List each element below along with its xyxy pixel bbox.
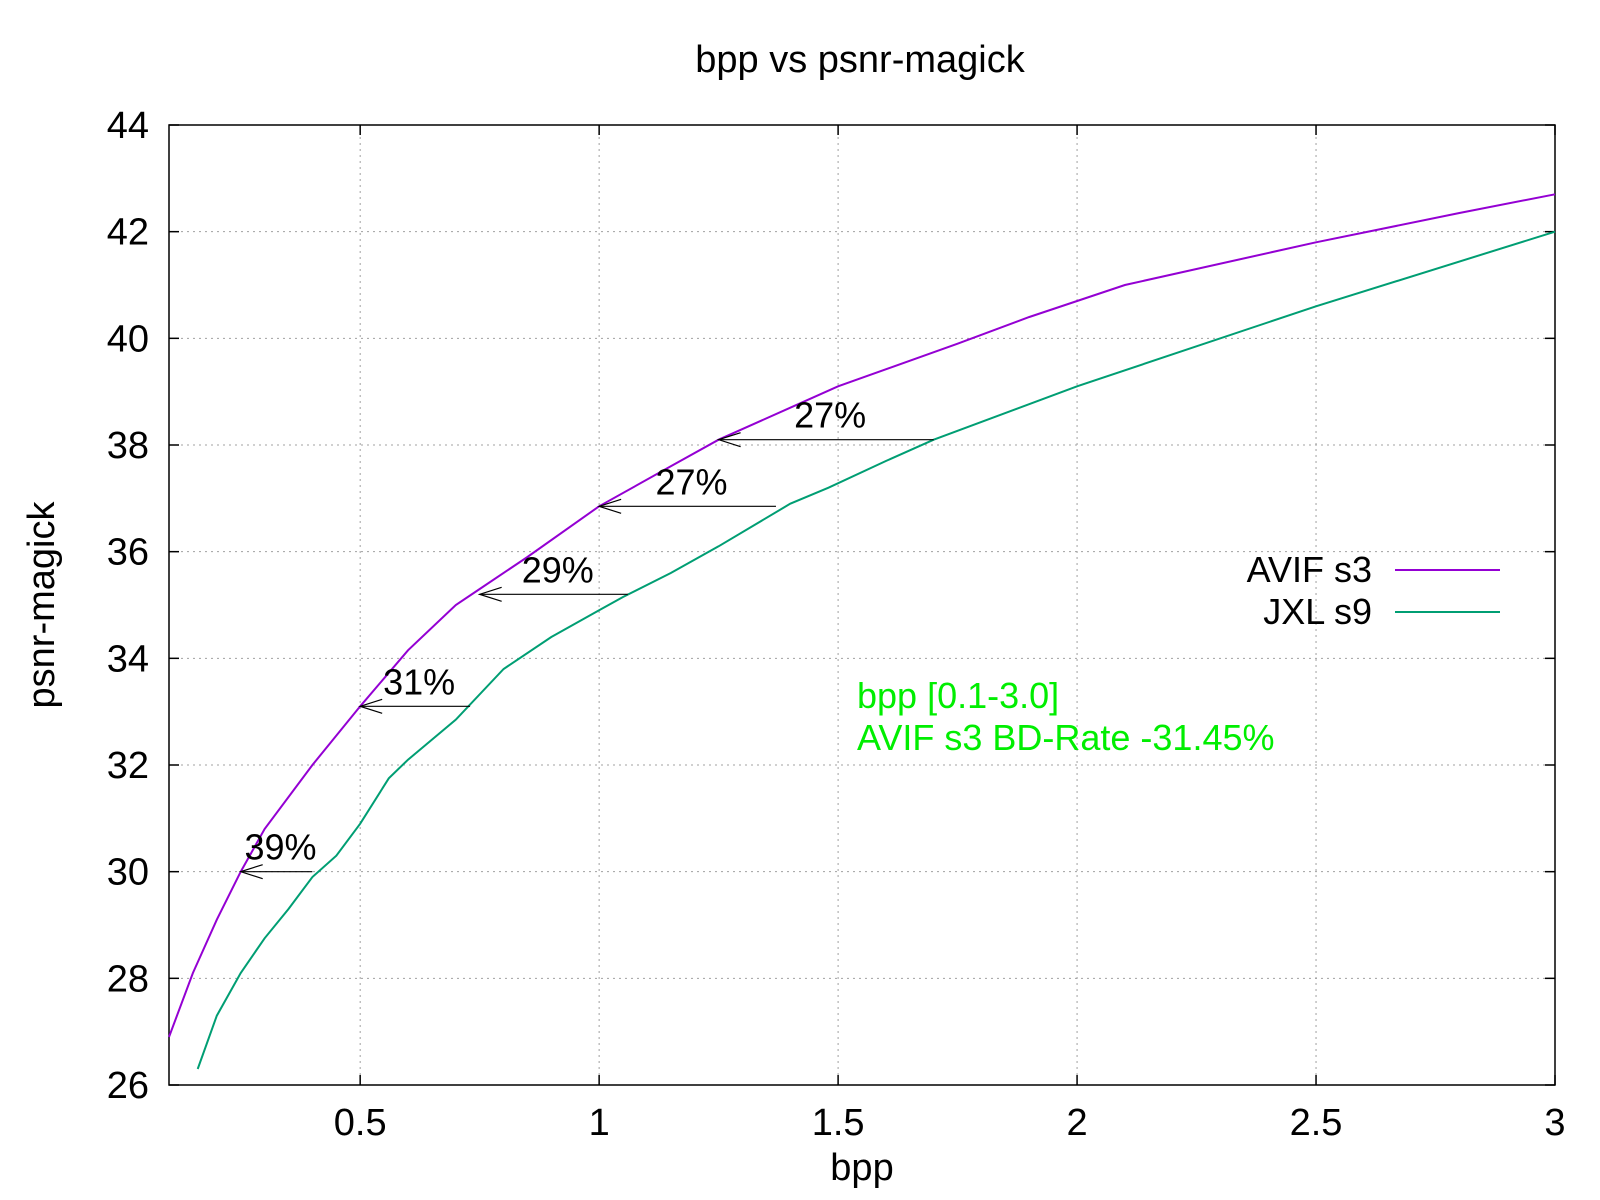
y-tick-label: 40 (107, 318, 149, 360)
legend-label: AVIF s3 (1247, 549, 1372, 590)
axis-ticks: 0.5 1 1.5 2 2.5 3 26 28 30 32 34 36 38 40 42 44 (107, 105, 1566, 1144)
annotation-arrowhead (358, 698, 383, 714)
x-tick-label: 3 (1544, 1102, 1565, 1144)
x-tick-label: 1.5 (812, 1102, 865, 1144)
y-tick-label: 26 (107, 1065, 149, 1107)
series-line-2 (196, 230, 1556, 1070)
x-tick-label: 2 (1066, 1102, 1087, 1144)
note-text: bpp [0.1-3.0] (857, 675, 1059, 716)
series (168, 193, 1556, 1070)
y-tick-label: 42 (107, 212, 149, 254)
series-line-1 (168, 193, 1556, 1038)
annotation-arrowhead (477, 586, 502, 602)
annotation-label: 27% (656, 461, 728, 502)
annotation-arrowhead (716, 432, 741, 448)
y-tick-label: 44 (107, 105, 149, 147)
y-axis-label: psnr-magick (21, 501, 63, 709)
y-tick-label: 34 (107, 638, 149, 680)
x-tick-label: 2.5 (1290, 1102, 1343, 1144)
notes: bpp [0.1-3.0]AVIF s3 BD-Rate -31.45% (857, 675, 1275, 758)
y-tick-label: 30 (107, 852, 149, 894)
annotation-label: 39% (245, 827, 317, 868)
y-tick-label: 36 (107, 532, 149, 574)
x-tick-label: 0.5 (334, 1102, 387, 1144)
chart-title: bpp vs psnr-magick (695, 39, 1025, 81)
y-tick-label: 38 (107, 425, 149, 467)
annotation-label: 31% (383, 661, 455, 702)
annotations: 39% 31% 29% 27% 27% (238, 395, 934, 880)
note-text: AVIF s3 BD-Rate -31.45% (857, 717, 1275, 758)
y-tick-label: 28 (107, 958, 149, 1000)
grid (169, 125, 1555, 1085)
plot-frame (168, 124, 1556, 1086)
legend-label: JXL s9 (1263, 591, 1372, 632)
annotation-label: 29% (522, 549, 594, 590)
annotation-arrowhead (238, 864, 263, 880)
y-tick-label: 32 (107, 745, 149, 787)
x-axis-label: bpp (830, 1147, 893, 1189)
annotation-arrowhead (597, 498, 622, 514)
annotation-label: 27% (794, 395, 866, 436)
x-tick-label: 1 (589, 1102, 610, 1144)
